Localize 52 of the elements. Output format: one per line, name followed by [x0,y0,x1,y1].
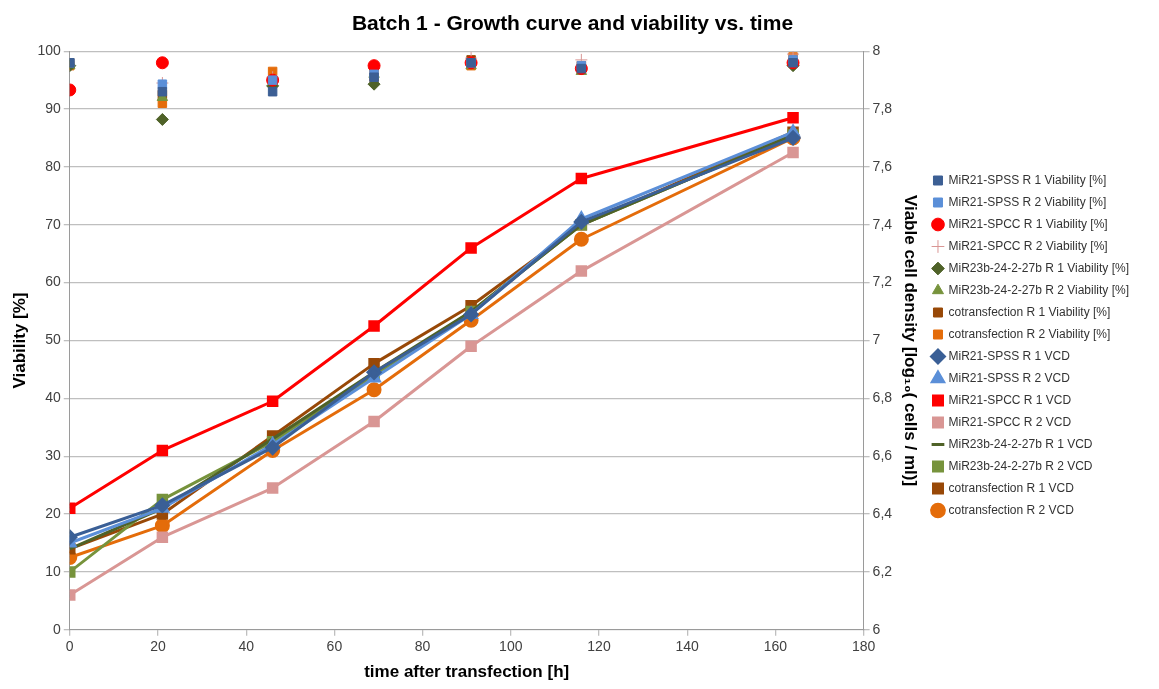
y-tick-label: 50 [45,331,61,348]
x-tick-label: 120 [587,638,611,655]
y-tick-label: 20 [45,504,61,521]
legend-label: MiR21-SPCC R 2 VCD [948,414,1072,429]
legend-label: MiR21-SPCC R 1 Viability [%] [948,216,1108,231]
y2-tick-label: 6,2 [872,562,893,579]
x-axis-title: time after transfection [h] [364,662,570,682]
y2-tick-label: 7,6 [872,157,893,174]
y-tick-label: 60 [45,273,61,290]
x-tick-label: 140 [675,638,700,655]
y-tick-label: 90 [45,99,61,116]
x-tick-label: 20 [150,638,166,655]
y-tick-label: 100 [37,42,61,59]
legend-label: MiR21-SPSS R 2 VCD [948,370,1071,385]
y-tick-label: 80 [45,157,61,174]
y2-tick-label: 6,8 [872,389,893,406]
y2-tick-label: 7,4 [872,215,893,232]
x-tick-label: 80 [414,638,431,655]
x-tick-label: 100 [499,638,523,655]
legend-label: MiR21-SPCC R 1 VCD [948,392,1072,407]
legend-label: MiR23b-24-2-27b R 1 Viability [%] [948,260,1129,275]
legend-label: MiR21-SPSS R 1 Viability [%] [948,172,1107,187]
y-axis-title: Viability [%] [9,292,29,389]
y2-tick-label: 8 [872,42,881,59]
chart-title: Batch 1 - Growth curve and viability vs. time [351,11,794,35]
legend-label: MiR23b-24-2-27b R 2 VCD [948,458,1093,473]
y-tick-label: 40 [45,389,61,406]
x-tick-label: 160 [763,638,788,655]
legend-label: cotransfection R 1 Viability [%] [948,304,1111,319]
y2-tick-label: 6 [872,620,881,637]
legend-label: MiR23b-24-2-27b R 2 Viability [%] [948,282,1129,297]
x-tick-label: 0 [65,638,74,655]
legend-label: cotransfection R 2 VCD [948,502,1075,517]
y2-tick-label: 7,2 [872,273,893,290]
y-tick-label: 10 [45,562,61,579]
y2-tick-label: 7,8 [872,99,893,116]
legend-label: cotransfection R 2 Viability [%] [948,326,1111,341]
y2-tick-label: 6,4 [872,504,893,521]
y-tick-label: 0 [52,620,61,637]
x-tick-label: 40 [238,638,255,655]
x-tick-label: 180 [851,638,876,655]
legend-label: MiR21-SPSS R 2 Viability [%] [948,194,1107,209]
y2-tick-label: 6,6 [872,447,893,464]
legend-label: MiR21-SPCC R 2 Viability [%] [948,238,1108,253]
y-tick-label: 70 [45,215,61,232]
y2-axis-title: Viable cell density [log₁₀( cells / ml)] [900,194,920,487]
legend-label: cotransfection R 1 VCD [948,480,1075,495]
legend-label: MiR23b-24-2-27b R 1 VCD [948,436,1093,451]
legend-label: MiR21-SPSS R 1 VCD [948,348,1071,363]
y2-tick-label: 7 [872,331,881,348]
x-tick-label: 60 [326,638,343,655]
y-tick-label: 30 [45,447,61,464]
